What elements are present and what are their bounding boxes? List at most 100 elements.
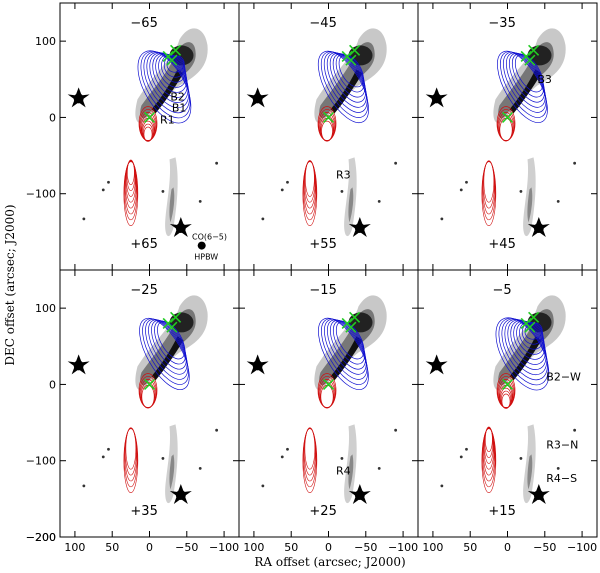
knot-label: R3: [336, 168, 351, 181]
blue-contour: [154, 320, 186, 365]
source-marker-icon: [170, 44, 182, 56]
source-marker-icon: [143, 378, 156, 390]
blue-contour: [501, 318, 548, 381]
field-star-icon: [425, 354, 448, 375]
blue-contour: [155, 53, 187, 93]
blue-contour: [519, 321, 544, 350]
field-point: [280, 188, 284, 192]
x-tick-label: 100: [422, 541, 443, 554]
blue-contour: [514, 54, 544, 93]
panel-frame: [417, 2, 598, 271]
blue-velocity-label: −35: [488, 16, 515, 31]
field-star-icon: [67, 354, 90, 375]
blue-velocity-label: −45: [309, 16, 336, 31]
x-tick-label: 0: [325, 541, 332, 554]
field-point: [377, 466, 381, 470]
beam-size-icon: [197, 241, 206, 250]
blue-contour: [495, 317, 550, 391]
blue-contour: [317, 50, 369, 124]
blue-contour: [338, 54, 364, 88]
red-velocity-label: +55: [309, 237, 336, 252]
field-point: [519, 457, 523, 460]
field-point: [340, 457, 344, 460]
blue-contour: [320, 51, 369, 118]
panel-frame: [59, 269, 240, 538]
blue-velocity-label: −15: [309, 283, 336, 298]
knot-label: B3: [537, 73, 552, 86]
blue-contour: [335, 321, 365, 360]
knot-label: R1: [160, 114, 175, 127]
red-contour: [125, 427, 137, 470]
field-point: [394, 161, 398, 165]
source-marker-icon: [528, 44, 540, 56]
blue-contour: [145, 318, 189, 380]
field-point: [556, 466, 560, 470]
field-point: [82, 484, 86, 488]
blue-contour: [161, 54, 186, 83]
field-star-icon: [246, 354, 269, 375]
panel-frame: [238, 269, 419, 538]
channel-panel: −35 +45 B3: [417, 2, 598, 271]
x-tick-label: 0: [504, 541, 511, 554]
x-tick-label: 50: [463, 541, 477, 554]
red-contour: [499, 117, 513, 142]
red-contour: [501, 393, 511, 409]
panel-frame: [238, 2, 419, 271]
blue-velocity-label: −5: [493, 283, 512, 298]
y-tick-label: −100: [26, 188, 56, 201]
field-point: [161, 190, 165, 193]
blue-contour: [504, 319, 548, 376]
y-tick-label: −200: [26, 531, 56, 544]
blue-contour: [318, 317, 369, 390]
field-point: [198, 466, 202, 470]
blue-contour: [143, 51, 190, 114]
blue-contour: [158, 54, 187, 88]
red-contour: [141, 384, 155, 409]
blue-contour: [321, 318, 369, 385]
x-tick-label: −100: [388, 541, 418, 554]
blue-contour: [508, 52, 545, 103]
field-point: [107, 447, 110, 451]
y-tick-label: 100: [35, 35, 56, 48]
channel-panel: −15 +25 R4 100 50 0 −50 −100: [238, 269, 419, 554]
field-star-icon: [425, 87, 448, 108]
x-tick-label: 50: [284, 541, 298, 554]
field-point: [394, 428, 398, 432]
blue-contour: [149, 52, 189, 103]
blue-contour: [516, 321, 545, 355]
source-marker-icon: [341, 317, 353, 329]
blue-contour: [497, 50, 548, 123]
blue-contour: [324, 318, 368, 380]
knot-label: B2: [170, 91, 185, 104]
field-point: [440, 217, 444, 221]
source-marker-icon: [143, 111, 156, 123]
field-point: [280, 455, 284, 459]
y-tick-label: 0: [49, 111, 56, 124]
blue-contour: [503, 51, 547, 113]
blue-contour: [140, 51, 191, 119]
blue-contour: [157, 321, 186, 360]
red-contour: [143, 126, 153, 142]
x-tick-label: −100: [567, 541, 597, 554]
field-point: [161, 457, 165, 460]
x-tick-label: 100: [243, 541, 264, 554]
x-tick-label: −50: [354, 541, 377, 554]
field-point: [215, 161, 219, 165]
field-point: [573, 428, 577, 432]
blue-contour: [148, 319, 188, 375]
blue-contour: [498, 318, 549, 386]
field-point: [573, 161, 577, 165]
field-point: [107, 180, 110, 184]
blue-contour: [326, 52, 367, 108]
knot-label: R3−N: [546, 439, 578, 452]
blue-contour: [137, 50, 192, 124]
red-contour: [320, 384, 334, 409]
beam-hpbw-label: HPBW: [194, 252, 218, 261]
field-star-icon: [246, 87, 269, 108]
field-point: [101, 455, 105, 459]
x-tick-label: 0: [146, 541, 153, 554]
red-contour: [127, 159, 135, 186]
source-marker-icon: [501, 378, 514, 390]
